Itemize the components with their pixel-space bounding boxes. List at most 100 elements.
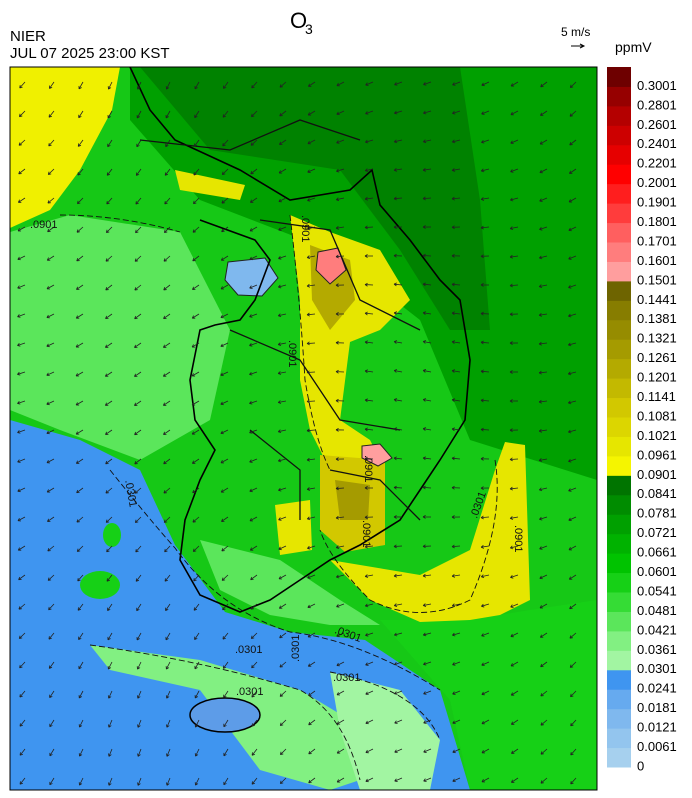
wind-arrow bbox=[335, 369, 345, 374]
wind-arrow bbox=[163, 429, 171, 435]
wind-arrow bbox=[336, 168, 345, 173]
wind-arrow bbox=[220, 400, 229, 406]
wind-arrow bbox=[77, 603, 84, 611]
wind-arrow bbox=[194, 748, 200, 757]
colorbar-swatch bbox=[607, 475, 631, 496]
wind-arrow bbox=[335, 254, 345, 259]
wind-arrow bbox=[108, 777, 113, 786]
province-border bbox=[139, 119, 421, 521]
wind-arrow bbox=[46, 255, 55, 261]
wind-arrow bbox=[108, 748, 113, 757]
wind-arrow bbox=[194, 661, 200, 670]
wind-arrow bbox=[306, 226, 316, 231]
wind-arrow bbox=[17, 342, 26, 347]
contour-label: .0901 bbox=[360, 520, 372, 548]
wind-arrow bbox=[277, 371, 287, 375]
wind-arrow bbox=[78, 748, 84, 757]
wind-arrow bbox=[451, 369, 461, 373]
wind-arrow bbox=[422, 398, 432, 402]
wind-arrow bbox=[107, 690, 113, 699]
region bbox=[275, 500, 312, 555]
title-subscript: 3 bbox=[305, 21, 313, 37]
wind-arrow bbox=[451, 340, 461, 344]
wind-arrow bbox=[393, 485, 403, 490]
wind-arrow bbox=[220, 371, 229, 377]
region bbox=[10, 215, 230, 460]
wind-arrow bbox=[451, 515, 461, 519]
wind-scale-arrowhead bbox=[579, 43, 586, 49]
colorbar-swatch bbox=[607, 494, 631, 515]
wind-arrow bbox=[451, 168, 461, 172]
wind-arrow bbox=[480, 283, 490, 287]
wind-arrow bbox=[220, 284, 229, 290]
wind-arrow bbox=[510, 574, 519, 579]
wind-arrow bbox=[393, 225, 403, 229]
colorbar: 0 0.0061 0.0121 0.0181 0.0241 0.0301 0.0361 0.0… bbox=[607, 67, 677, 773]
colorbar-swatch bbox=[607, 300, 631, 321]
region bbox=[175, 170, 245, 200]
region bbox=[330, 442, 530, 622]
wind-arrow bbox=[306, 283, 316, 288]
wind-arrow bbox=[47, 545, 55, 552]
wind-arrow bbox=[307, 545, 316, 550]
wind-arrow bbox=[163, 487, 171, 494]
wind-arrow bbox=[107, 81, 113, 90]
wind-arrow bbox=[137, 748, 142, 757]
wind-arrow bbox=[165, 603, 171, 611]
wind-arrow bbox=[335, 398, 345, 403]
wind-arrow bbox=[249, 284, 258, 289]
wind-arrow bbox=[567, 342, 577, 347]
wind-arrow bbox=[134, 429, 142, 436]
wind-arrow bbox=[451, 574, 461, 578]
wind-arrow bbox=[451, 196, 461, 201]
contour-label: .0301 bbox=[235, 644, 263, 656]
wind-arrow bbox=[570, 719, 577, 727]
colorbar-label: 0.0421 bbox=[637, 622, 677, 637]
wind-arrow bbox=[134, 400, 142, 406]
wind-arrow bbox=[137, 719, 142, 728]
wind-arrow bbox=[481, 139, 490, 144]
wind-arrow bbox=[223, 777, 229, 786]
wind-arrow bbox=[364, 603, 374, 608]
wind-arrow bbox=[136, 661, 142, 670]
colorbar-swatch bbox=[607, 261, 631, 282]
wind-arrow bbox=[106, 197, 113, 205]
wind-arrow bbox=[277, 458, 287, 463]
colorbar-label: 0.0241 bbox=[637, 681, 677, 696]
wind-arrow bbox=[364, 311, 374, 316]
colorbar-label: 0.1021 bbox=[637, 428, 677, 443]
wind-arrow bbox=[307, 197, 316, 202]
wind-arrow bbox=[134, 255, 142, 262]
wind-arrow bbox=[222, 661, 229, 669]
colorbar-swatch bbox=[607, 436, 631, 457]
wind-arrow bbox=[105, 458, 113, 465]
wind-arrow bbox=[336, 632, 345, 637]
wind-arrow bbox=[77, 197, 84, 205]
wind-arrow bbox=[194, 690, 200, 699]
wind-arrow bbox=[540, 110, 548, 116]
wind-arrow bbox=[393, 282, 403, 287]
wind-arrow bbox=[481, 110, 490, 115]
wind-arrow bbox=[364, 254, 374, 258]
wind-arrow bbox=[223, 690, 229, 699]
wind-arrow bbox=[75, 400, 84, 406]
wind-arrow bbox=[336, 81, 345, 87]
wind-arrow bbox=[423, 777, 432, 782]
wind-arrow bbox=[278, 255, 287, 260]
wind-arrow bbox=[480, 340, 490, 345]
wind-arrow bbox=[250, 574, 258, 581]
colorbar-swatch bbox=[607, 125, 631, 146]
wind-arrow bbox=[49, 690, 55, 699]
wind-arrow bbox=[538, 399, 548, 404]
wind-arrow bbox=[364, 544, 374, 549]
wind-arrow bbox=[17, 429, 26, 434]
wind-arrow bbox=[335, 515, 345, 520]
wind-arrow bbox=[220, 429, 229, 435]
wind-arrow bbox=[308, 748, 316, 755]
wind-arrow bbox=[481, 748, 490, 754]
wind-arrow bbox=[78, 690, 84, 699]
wind-arrow bbox=[194, 632, 200, 641]
wind-arrow bbox=[364, 456, 374, 461]
wind-arrow bbox=[249, 400, 258, 405]
wind-arrow bbox=[452, 690, 461, 695]
